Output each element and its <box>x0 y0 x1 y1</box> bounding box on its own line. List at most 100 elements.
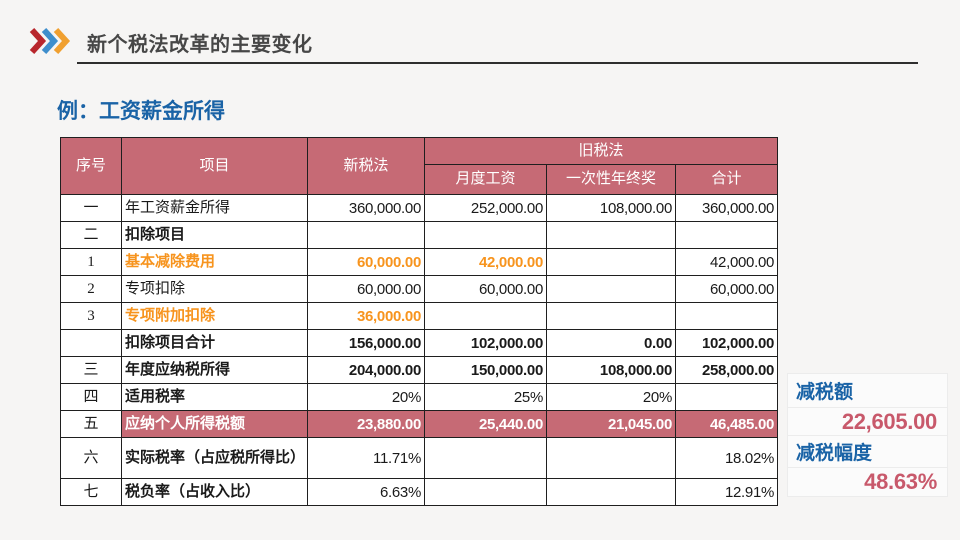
table-row: 一 年工资薪金所得 360,000.00 252,000.00 108,000.… <box>60 194 779 222</box>
cell-total <box>674 221 779 249</box>
cell-item: 基本减除费用 <box>121 248 308 276</box>
reduction-rate-label: 减税幅度 <box>787 435 948 468</box>
header-old-law: 旧税法 <box>423 137 779 165</box>
chevron-orange <box>53 27 71 55</box>
cell-bonus: 20% <box>546 383 676 411</box>
chevron-red <box>29 27 47 55</box>
cell-bonus: 108,000.00 <box>546 356 676 384</box>
cell-total: 258,000.00 <box>674 356 779 384</box>
cell-monthly <box>424 437 547 479</box>
table-header-row-2: 月度工资 一次性年终奖 合计 <box>61 164 779 195</box>
reduction-rate-value: 48.63% <box>787 467 948 497</box>
cell-total <box>674 383 779 411</box>
cell-total: 360,000.00 <box>674 194 779 222</box>
triple-chevron-icon <box>29 27 71 55</box>
cell-monthly: 60,000.00 <box>424 275 547 303</box>
cell-bonus <box>546 221 676 249</box>
header-bonus: 一次性年终奖 <box>546 164 676 195</box>
reduction-amount-label: 减税额 <box>787 373 948 408</box>
cell-seq <box>60 329 122 357</box>
cell-monthly: 150,000.00 <box>424 356 547 384</box>
cell-item: 实际税率（占应税所得比） <box>121 437 308 479</box>
table-row: 七 税负率（占收入比） 6.63% 12.91% <box>60 478 779 506</box>
cell-item: 年工资薪金所得 <box>121 194 308 222</box>
cell-bonus: 21,045.00 <box>546 410 676 438</box>
cell-item: 年度应纳税所得 <box>121 356 308 384</box>
cell-total <box>674 302 779 330</box>
header-monthly: 月度工资 <box>424 164 547 195</box>
cell-seq: 七 <box>60 478 122 506</box>
page-title: 新个税法改革的主要变化 <box>87 34 313 56</box>
cell-monthly: 102,000.00 <box>424 329 547 357</box>
cell-bonus <box>546 478 676 506</box>
cell-item: 适用税率 <box>121 383 308 411</box>
example-subtitle: 例：工资薪金所得 <box>57 100 225 123</box>
table-row: 2 专项扣除 60,000.00 60,000.00 60,000.00 <box>60 275 779 303</box>
table-row: 1 基本减除费用 60,000.00 42,000.00 42,000.00 <box>60 248 779 276</box>
cell-total: 60,000.00 <box>674 275 779 303</box>
cell-item: 税负率（占收入比） <box>121 478 308 506</box>
cell-total: 102,000.00 <box>674 329 779 357</box>
cell-new-law: 60,000.00 <box>307 248 425 276</box>
cell-bonus: 0.00 <box>546 329 676 357</box>
table-header-row-1: 序号 项目 新税法 旧税法 <box>60 137 779 195</box>
cell-monthly <box>424 302 547 330</box>
cell-new-law: 23,880.00 <box>307 410 425 438</box>
cell-seq: 四 <box>60 383 122 411</box>
cell-seq: 六 <box>60 437 122 479</box>
cell-new-law: 360,000.00 <box>307 194 425 222</box>
tax-reduction-summary: 减税额 22,605.00 减税幅度 48.63% <box>787 373 948 497</box>
cell-new-law: 60,000.00 <box>307 275 425 303</box>
cell-new-law: 36,000.00 <box>307 302 425 330</box>
cell-seq: 五 <box>60 410 122 438</box>
cell-item: 应纳个人所得税额 <box>121 410 308 438</box>
title-underline <box>77 62 918 64</box>
cell-monthly <box>424 221 547 249</box>
cell-total: 18.02% <box>674 437 779 479</box>
cell-bonus <box>546 248 676 276</box>
cell-total: 12.91% <box>674 478 779 506</box>
table-row-highlight: 五 应纳个人所得税额 23,880.00 25,440.00 21,045.00… <box>60 410 779 438</box>
cell-seq: 3 <box>60 302 122 330</box>
cell-bonus <box>546 275 676 303</box>
cell-total: 42,000.00 <box>674 248 779 276</box>
chevron-blue <box>41 27 59 55</box>
table-row: 六 实际税率（占应税所得比） 11.71% 18.02% <box>60 437 779 479</box>
cell-item: 专项附加扣除 <box>121 302 308 330</box>
cell-monthly: 25% <box>424 383 547 411</box>
cell-new-law: 156,000.00 <box>307 329 425 357</box>
table-row: 3 专项附加扣除 36,000.00 <box>60 302 779 330</box>
cell-seq: 三 <box>60 356 122 384</box>
table-row: 扣除项目合计 156,000.00 102,000.00 0.00 102,00… <box>60 329 779 357</box>
cell-new-law: 11.71% <box>307 437 425 479</box>
cell-total: 46,485.00 <box>674 410 779 438</box>
cell-new-law: 6.63% <box>307 478 425 506</box>
reduction-amount-value: 22,605.00 <box>787 407 948 436</box>
cell-bonus <box>546 302 676 330</box>
cell-bonus: 108,000.00 <box>546 194 676 222</box>
cell-seq: 1 <box>60 248 122 276</box>
cell-item: 扣除项目合计 <box>121 329 308 357</box>
header-total: 合计 <box>674 164 779 195</box>
cell-monthly <box>424 478 547 506</box>
cell-new-law: 204,000.00 <box>307 356 425 384</box>
cell-seq: 一 <box>60 194 122 222</box>
cell-item: 专项扣除 <box>121 275 308 303</box>
table-row: 四 适用税率 20% 25% 20% <box>60 383 779 411</box>
cell-monthly: 25,440.00 <box>424 410 547 438</box>
cell-seq: 2 <box>60 275 122 303</box>
table-row: 二 扣除项目 <box>60 221 779 249</box>
cell-monthly: 252,000.00 <box>424 194 547 222</box>
cell-seq: 二 <box>60 221 122 249</box>
header-item: 项目 <box>121 137 308 195</box>
table-row: 三 年度应纳税所得 204,000.00 150,000.00 108,000.… <box>60 356 779 384</box>
cell-new-law <box>307 221 425 249</box>
header-seq: 序号 <box>60 137 122 195</box>
tax-comparison-table: 序号 项目 新税法 旧税法 月度工资 一次性年终奖 合计 一 年工资薪金所得 3… <box>60 137 779 506</box>
cell-monthly: 42,000.00 <box>424 248 547 276</box>
cell-new-law: 20% <box>307 383 425 411</box>
cell-bonus <box>546 437 676 479</box>
cell-item: 扣除项目 <box>121 221 308 249</box>
header-new-law: 新税法 <box>307 137 425 195</box>
